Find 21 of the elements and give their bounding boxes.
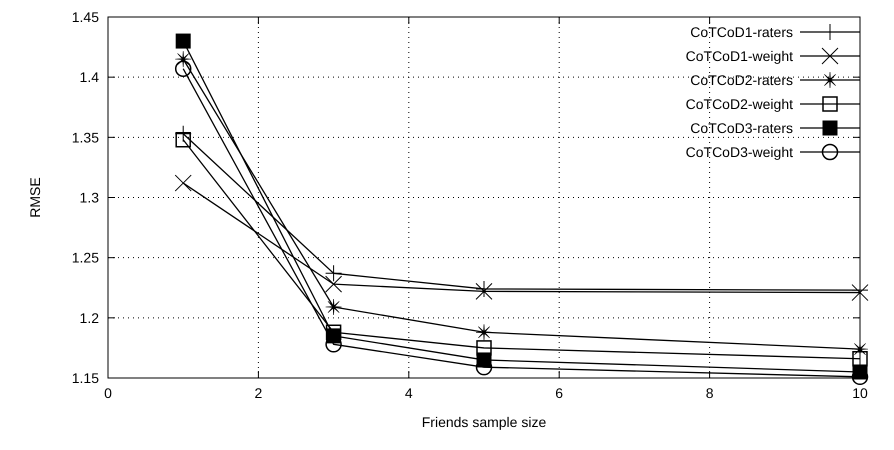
y-tick-label: 1.2 [80, 310, 100, 326]
y-tick-label: 1.4 [80, 69, 100, 86]
x-axis-title: Friends sample size [422, 414, 546, 430]
y-tick-label: 1.3 [80, 190, 100, 206]
legend-label: CoTCoD1-raters [690, 24, 793, 40]
x-tick-label: 6 [555, 385, 564, 401]
y-tick-label: 1.25 [72, 250, 100, 266]
y-tick-label: 1.45 [72, 9, 100, 25]
x-tick-label: 0 [104, 385, 112, 401]
y-tick-label: 1.15 [72, 370, 100, 386]
legend-label: CoTCoD2-weight [686, 96, 794, 112]
legend-label: CoTCoD3-raters [690, 120, 793, 136]
x-tick-label: 8 [706, 385, 714, 401]
legend-label: CoTCoD1-weight [686, 48, 794, 64]
x-tick-label: 2 [254, 385, 262, 401]
x-tick-label: 4 [404, 385, 413, 401]
x-tick-label: 10 [852, 385, 868, 401]
legend-label: CoTCoD3-weight [686, 144, 794, 160]
y-axis-title: RMSE [27, 177, 43, 218]
legend-label: CoTCoD2-raters [690, 72, 793, 88]
y-tick-label: 1.35 [72, 129, 100, 146]
